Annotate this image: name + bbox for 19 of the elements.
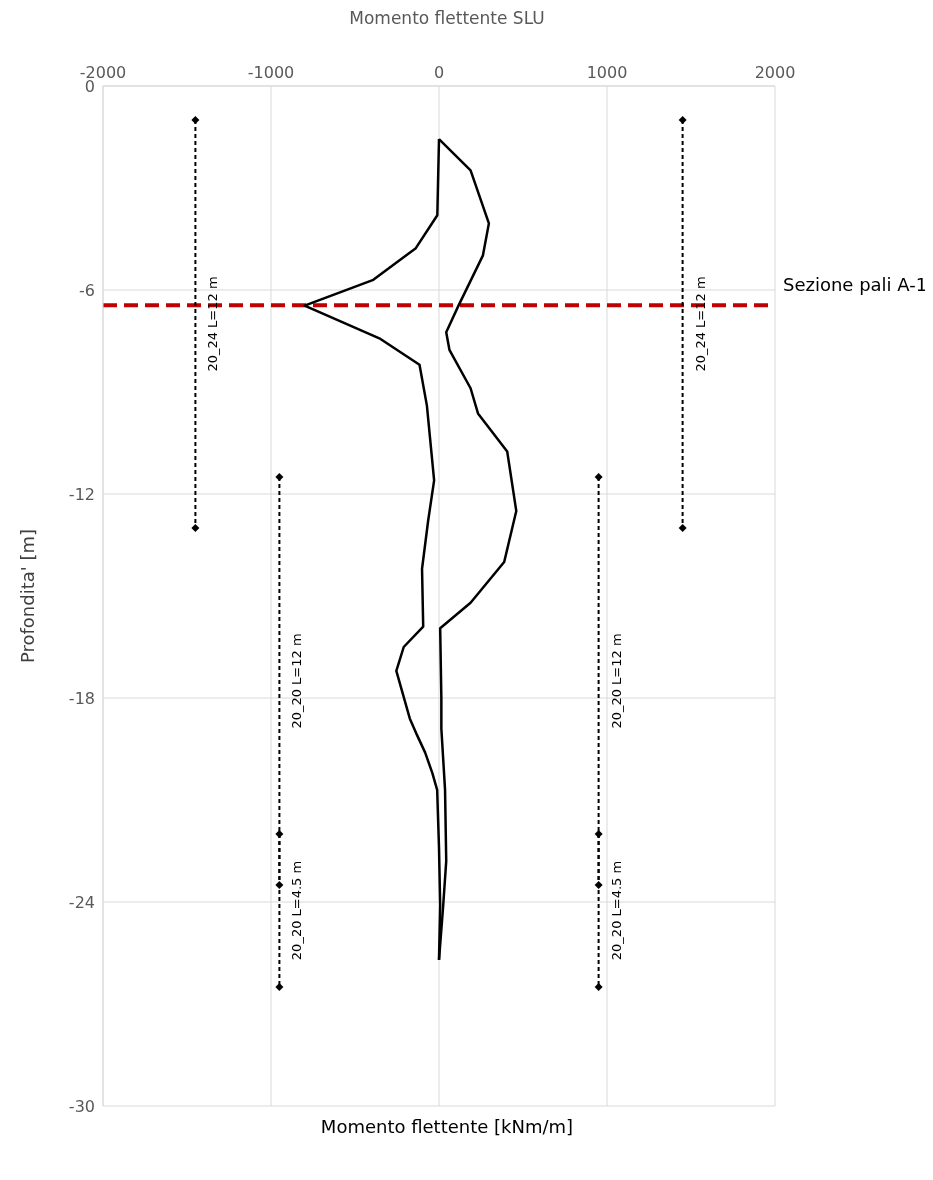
y-tick-label: -24 bbox=[68, 892, 95, 912]
y-tick-label: -12 bbox=[68, 484, 95, 504]
text: 20_20 L=12 m bbox=[608, 633, 624, 729]
y-tick-label: -30 bbox=[68, 1096, 95, 1116]
text: 20_24 L=12 m bbox=[692, 276, 708, 372]
x-tick-label: 1000 bbox=[586, 63, 628, 82]
chart-title: Momento flettente SLU bbox=[348, 8, 546, 30]
text: 20_20 L=4.5 m bbox=[608, 860, 624, 961]
y-tick-label: -6 bbox=[79, 280, 95, 300]
y-tick-label: -18 bbox=[68, 688, 95, 708]
x-tick-label: -1000 bbox=[247, 63, 295, 82]
x-tick-label: 0 bbox=[433, 63, 445, 82]
ref-line-label: Sezione pali A-1 bbox=[783, 274, 928, 296]
text: 20_20 L=4.5 m bbox=[289, 860, 305, 961]
y-axis-title: Profondita' [m] bbox=[17, 528, 39, 664]
text: 20_24 L=12 m bbox=[205, 276, 221, 372]
text: 20_20 L=12 m bbox=[289, 633, 305, 729]
x-tick-label: 2000 bbox=[754, 63, 796, 82]
x-axis-title: Momento flettente [kNm/m] bbox=[319, 1116, 575, 1137]
